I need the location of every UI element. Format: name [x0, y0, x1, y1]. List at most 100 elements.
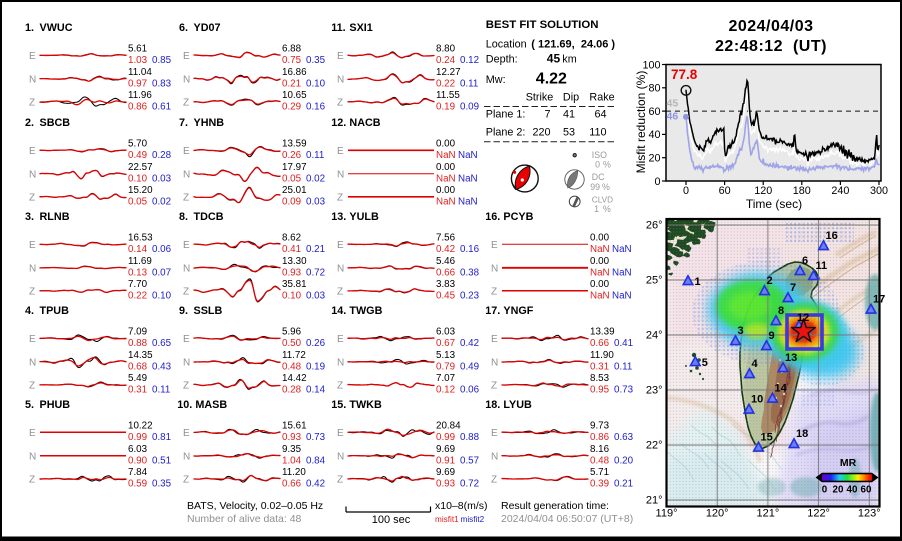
svg-text:E: E [29, 51, 36, 62]
svg-text:0.75: 0.75 [282, 55, 302, 66]
svg-text:PHUB: PHUB [40, 399, 71, 411]
svg-text:YHNB: YHNB [194, 117, 225, 129]
svg-text:18: 18 [796, 428, 808, 440]
svg-text:Mw:: Mw: [486, 74, 506, 86]
svg-text:E: E [491, 428, 498, 439]
svg-text:Number of alive data: 48: Number of alive data: 48 [187, 513, 302, 525]
svg-text:Z: Z [491, 474, 497, 485]
svg-text:122°: 122° [807, 508, 830, 520]
svg-text:22°: 22° [646, 440, 663, 452]
svg-text:9.69: 9.69 [436, 444, 455, 455]
svg-text:N: N [491, 357, 498, 368]
svg-text:60: 60 [648, 106, 660, 118]
svg-text:N: N [29, 263, 36, 274]
svg-text:0.21: 0.21 [614, 478, 633, 489]
svg-text:1.04: 1.04 [282, 455, 302, 466]
svg-text:NaN: NaN [458, 196, 478, 207]
svg-text:18.: 18. [485, 399, 500, 411]
svg-text:NaN: NaN [436, 150, 456, 161]
svg-text:BATS, Velocity, 0.02–0.05 Hz: BATS, Velocity, 0.02–0.05 Hz [187, 500, 323, 512]
svg-text:N: N [183, 263, 190, 274]
svg-text:0.26: 0.26 [282, 150, 302, 161]
svg-text:Time (sec): Time (sec) [746, 197, 802, 211]
svg-text:0.99: 0.99 [128, 432, 147, 443]
svg-text:0.79: 0.79 [436, 361, 455, 372]
svg-text:14.42: 14.42 [282, 373, 307, 384]
svg-text:240: 240 [831, 185, 849, 197]
svg-text:0.11: 0.11 [614, 361, 632, 372]
svg-text:11.20: 11.20 [282, 467, 306, 478]
svg-text:40: 40 [847, 485, 858, 496]
svg-text:8.: 8. [179, 211, 188, 223]
svg-text:9: 9 [769, 330, 775, 342]
svg-text:0.35: 0.35 [152, 478, 172, 489]
svg-text:N: N [183, 74, 190, 85]
svg-text:0.02: 0.02 [306, 173, 325, 184]
svg-text:0.03: 0.03 [306, 290, 326, 301]
svg-text:0.88: 0.88 [460, 432, 480, 443]
svg-text:Z: Z [29, 192, 35, 203]
svg-text:NaN: NaN [590, 244, 610, 255]
svg-text:0.00: 0.00 [590, 256, 610, 267]
svg-text:Z: Z [337, 192, 343, 203]
svg-text:0.06: 0.06 [152, 244, 172, 255]
svg-text:110: 110 [589, 126, 606, 138]
svg-text:11.55: 11.55 [436, 90, 460, 101]
svg-text:E: E [29, 334, 36, 345]
svg-text:0.11: 0.11 [306, 150, 324, 161]
svg-text:0.93: 0.93 [282, 267, 302, 278]
svg-text:E: E [183, 428, 190, 439]
svg-text:VWUC: VWUC [40, 22, 73, 34]
svg-text:0.24: 0.24 [436, 55, 456, 66]
svg-text:0.12: 0.12 [460, 55, 479, 66]
svg-text:11.04: 11.04 [128, 67, 152, 78]
svg-text:MASB: MASB [195, 399, 227, 411]
svg-text:15.61: 15.61 [282, 420, 307, 431]
svg-text:17.97: 17.97 [282, 162, 307, 173]
svg-text:0.49: 0.49 [460, 361, 479, 372]
svg-text:E: E [337, 428, 344, 439]
svg-text:11.: 11. [331, 22, 345, 34]
svg-text:NaN: NaN [612, 267, 632, 278]
svg-text:YNGF: YNGF [503, 305, 533, 317]
svg-text:0.14: 0.14 [128, 244, 148, 255]
svg-text:77.8: 77.8 [671, 67, 698, 82]
svg-text:( 121.69, 24.06 ): ( 121.69, 24.06 ) [531, 39, 615, 51]
svg-text:0.66: 0.66 [282, 478, 302, 489]
svg-text:16.53: 16.53 [128, 232, 153, 243]
svg-text:0.22: 0.22 [128, 290, 147, 301]
svg-text:NaN: NaN [612, 290, 632, 301]
svg-text:35.81: 35.81 [282, 279, 307, 290]
svg-text:N: N [183, 357, 190, 368]
svg-text:0.39: 0.39 [590, 478, 609, 489]
svg-text:25.01: 25.01 [282, 185, 307, 196]
svg-text:7.07: 7.07 [436, 373, 455, 384]
svg-text:0.93: 0.93 [282, 432, 302, 443]
svg-text:8: 8 [778, 305, 784, 317]
svg-text:45: 45 [547, 52, 561, 66]
svg-text:0.91: 0.91 [436, 455, 455, 466]
svg-text:0.73: 0.73 [306, 432, 326, 443]
svg-text:60: 60 [861, 485, 872, 496]
svg-text:0.99: 0.99 [436, 432, 455, 443]
svg-text:0: 0 [822, 485, 828, 496]
svg-text:Z: Z [29, 286, 35, 297]
svg-text:0.28: 0.28 [282, 384, 302, 395]
svg-text:0: 0 [654, 176, 660, 188]
svg-text:N: N [183, 451, 190, 462]
svg-text:LYUB: LYUB [503, 399, 532, 411]
svg-text:11.96: 11.96 [128, 90, 152, 101]
svg-text:120: 120 [754, 185, 772, 197]
svg-text:0.66: 0.66 [590, 338, 610, 349]
svg-text:0.61: 0.61 [152, 101, 171, 112]
svg-text:10.: 10. [177, 399, 192, 411]
svg-text:13.59: 13.59 [282, 138, 307, 149]
svg-text:0.95: 0.95 [590, 384, 610, 395]
svg-text:0.03: 0.03 [152, 173, 172, 184]
svg-text:%: % [603, 204, 611, 214]
svg-text:NaN: NaN [590, 267, 610, 278]
svg-text:25°: 25° [646, 275, 663, 287]
svg-text:0: 0 [595, 160, 600, 170]
svg-text:TPUB: TPUB [40, 305, 70, 317]
svg-text:Z: Z [337, 97, 343, 108]
